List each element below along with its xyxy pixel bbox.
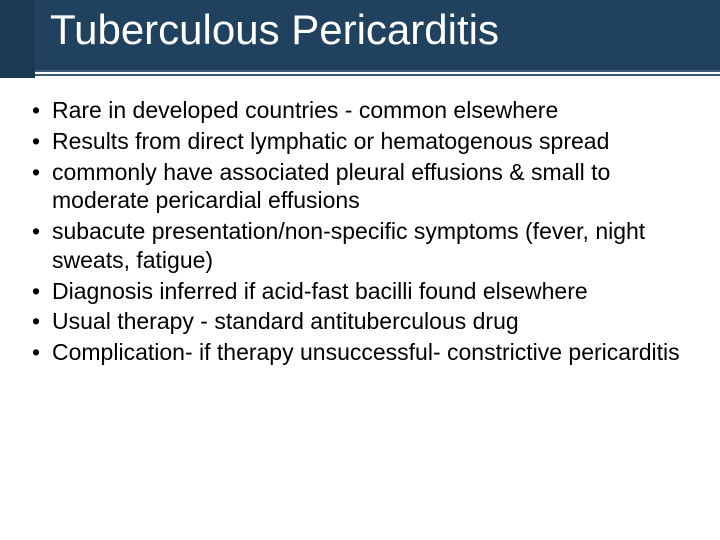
slide-header: Tuberculous Pericarditis: [0, 0, 720, 78]
bullet-list: Rare in developed countries - common els…: [30, 96, 690, 367]
slide-title: Tuberculous Pericarditis: [50, 6, 499, 54]
bullet-item: subacute presentation/non-specific sympt…: [30, 217, 690, 275]
bullet-item: Complication- if therapy unsuccessful- c…: [30, 338, 690, 367]
bullet-item: Diagnosis inferred if acid-fast bacilli …: [30, 277, 690, 306]
header-accent-block: [0, 0, 35, 78]
bullet-item: Results from direct lymphatic or hematog…: [30, 127, 690, 156]
bullet-item: Rare in developed countries - common els…: [30, 96, 690, 125]
header-underline-1: [35, 70, 720, 72]
slide-content: Rare in developed countries - common els…: [0, 78, 720, 367]
bullet-item: Usual therapy - standard antituberculous…: [30, 307, 690, 336]
bullet-item: commonly have associated pleural effusio…: [30, 158, 690, 216]
header-underline-2: [35, 74, 720, 76]
